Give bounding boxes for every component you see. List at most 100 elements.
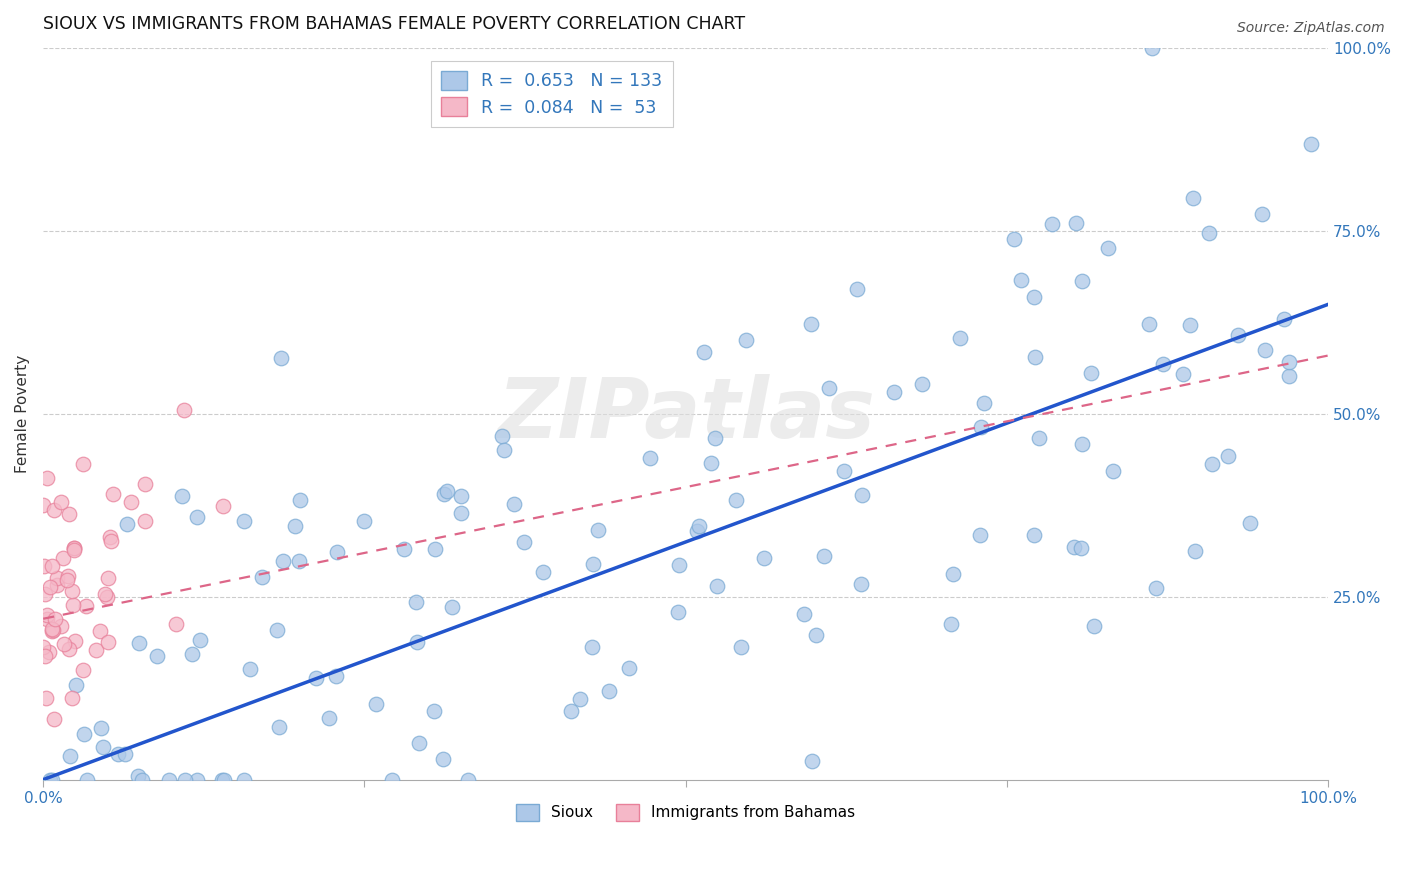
Point [1028, 431, 1050, 445]
Point [114, 747, 136, 761]
Point [883, 384, 905, 399]
Point [91, 740, 114, 755]
Point [800, 318, 823, 332]
Point [32, 498, 55, 512]
Point [1152, 358, 1174, 372]
Point [818, 381, 841, 395]
Point [492, 443, 515, 458]
Point [58, 641, 80, 656]
Point [44, 612, 66, 626]
Point [34, 649, 56, 664]
Point [271, 554, 294, 568]
Point [408, 736, 430, 750]
Point [801, 754, 824, 768]
Point [1070, 274, 1092, 288]
Point [56, 569, 79, 583]
Point [586, 523, 609, 537]
Point [181, 647, 204, 661]
Point [851, 488, 873, 502]
Point [1239, 516, 1261, 530]
Point [58, 507, 80, 521]
Text: ZIPatlas: ZIPatlas [496, 374, 875, 455]
Point [693, 345, 716, 359]
Point [63, 542, 86, 557]
Point [423, 704, 446, 718]
Point [1070, 541, 1092, 555]
Point [754, 550, 776, 565]
Point [65, 677, 87, 691]
Point [1097, 241, 1119, 255]
Point [1278, 354, 1301, 368]
Point [432, 751, 454, 765]
Point [832, 464, 855, 478]
Point [318, 711, 340, 725]
Point [666, 606, 689, 620]
Point [326, 545, 349, 559]
Point [450, 507, 472, 521]
Point [84, 643, 107, 657]
Point [127, 769, 149, 783]
Point [97, 635, 120, 649]
Point [115, 517, 138, 532]
Point [703, 431, 725, 445]
Point [188, 632, 211, 647]
Point [56, 573, 79, 587]
Point [949, 331, 972, 345]
Point [42, 503, 65, 517]
Point [165, 616, 187, 631]
Point [734, 333, 756, 347]
Point [423, 542, 446, 557]
Point [267, 719, 290, 733]
Point [668, 558, 690, 573]
Point [252, 570, 274, 584]
Point [457, 772, 479, 787]
Point [186, 510, 208, 524]
Point [63, 541, 86, 555]
Point [804, 628, 827, 642]
Point [1182, 191, 1205, 205]
Point [32, 640, 55, 655]
Point [436, 483, 458, 498]
Point [1024, 350, 1046, 364]
Point [42, 623, 65, 637]
Point [34, 559, 56, 574]
Point [287, 554, 309, 568]
Text: SIOUX VS IMMIGRANTS FROM BAHAMAS FEMALE POVERTY CORRELATION CHART: SIOUX VS IMMIGRANTS FROM BAHAMAS FEMALE … [44, 15, 745, 33]
Point [531, 565, 554, 579]
Point [34, 587, 56, 601]
Point [970, 420, 993, 434]
Point [211, 772, 233, 787]
Point [725, 493, 748, 508]
Point [232, 514, 254, 528]
Point [392, 542, 415, 557]
Point [239, 662, 262, 676]
Y-axis label: Female Poverty: Female Poverty [15, 355, 30, 473]
Point [450, 490, 472, 504]
Point [1002, 232, 1025, 246]
Point [35, 470, 58, 484]
Point [793, 607, 815, 621]
Point [60, 691, 83, 706]
Point [1301, 136, 1323, 151]
Point [1201, 457, 1223, 471]
Point [813, 549, 835, 563]
Point [97, 570, 120, 584]
Point [568, 691, 591, 706]
Point [76, 772, 98, 787]
Point [1063, 540, 1085, 554]
Point [846, 282, 869, 296]
Point [45, 571, 67, 585]
Point [270, 351, 292, 365]
Point [63, 541, 86, 556]
Point [686, 524, 709, 538]
Point [72, 458, 94, 472]
Point [284, 519, 307, 533]
Point [232, 772, 254, 787]
Point [72, 664, 94, 678]
Point [35, 690, 58, 705]
Point [700, 456, 723, 470]
Point [1064, 215, 1087, 229]
Point [973, 396, 995, 410]
Point [941, 617, 963, 632]
Point [134, 514, 156, 528]
